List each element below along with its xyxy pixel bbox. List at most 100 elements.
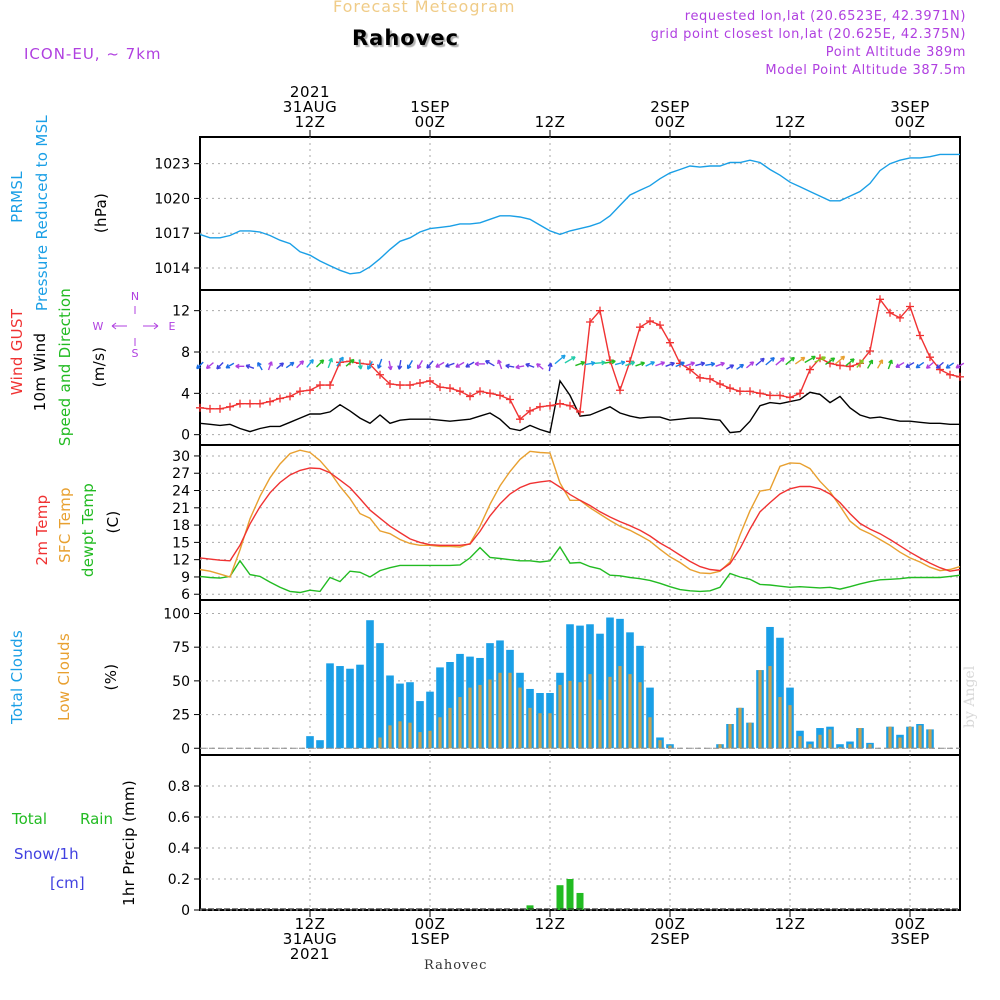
gust-marker [926, 353, 934, 362]
compass-s: S [132, 347, 139, 360]
y-tick-label: 15 [172, 535, 190, 551]
y-tick-label: 4 [181, 386, 190, 402]
wind-direction-arrow [794, 356, 806, 365]
wind-direction-arrow [455, 361, 465, 368]
bottom-time-label: 1SEP [410, 930, 450, 948]
model-label: ICON-EU, ~ 7km [24, 45, 162, 63]
gust-marker [526, 406, 534, 415]
rain-label: Rain [80, 810, 113, 828]
bottom-time-label: 00Z [415, 915, 446, 933]
wind-direction-arrow [726, 364, 735, 370]
chart-kind-title: Forecast Meteogram [333, 0, 516, 16]
total-cloud-bar [326, 663, 334, 749]
low-cloud-bar [598, 699, 602, 749]
wind-direction-arrow [306, 359, 314, 368]
y-tick-label: 100 [163, 606, 190, 622]
top-time-label: 00Z [415, 113, 446, 131]
low-cloud-bar [798, 736, 802, 749]
y-tick-label: 0 [181, 741, 190, 757]
gust-marker [276, 394, 284, 403]
wind-direction-arrow [715, 361, 725, 367]
wind-direction-arrow [285, 361, 295, 369]
low-cloud-bar [488, 679, 492, 749]
wind-direction-arrow [575, 360, 586, 367]
gust-marker [416, 379, 424, 387]
wind-direction-arrow [745, 361, 755, 369]
wind-direction-arrow [367, 361, 373, 370]
total-cloud-bar [426, 691, 434, 749]
low-cloud-bar [908, 726, 912, 749]
y-tick-label: 1017 [154, 226, 190, 242]
total-cloud-bar [316, 740, 324, 749]
wind-direction-arrow [935, 361, 944, 369]
low-cloud-bar [388, 725, 392, 749]
gust-marker [496, 391, 504, 400]
low-cloud-bar [628, 674, 632, 749]
top-time-label: 12Z [295, 113, 326, 131]
wind-direction-arrow [485, 360, 495, 367]
gust-marker [196, 403, 204, 412]
wind-direction-arrow [554, 354, 566, 365]
low-cloud-bar [618, 666, 622, 749]
low-cloud-bar [398, 721, 402, 749]
wind-direction-arrow [435, 361, 445, 368]
wind-direction-arrow [296, 360, 305, 369]
total-cloud-bar [356, 664, 364, 749]
y-tick-label: 0.8 [168, 779, 190, 795]
top-time-label: 31AUG [283, 98, 337, 116]
gust-marker [616, 386, 624, 395]
wind-direction-arrow [625, 360, 636, 367]
gust-marker [666, 338, 674, 347]
gust-marker [386, 380, 394, 389]
low-cloud-bar [788, 705, 792, 749]
y-tick-label: 1020 [154, 191, 190, 207]
gust-marker [396, 381, 404, 390]
low-cloud-bar [668, 745, 672, 749]
temp-unit: (C) [104, 510, 122, 533]
total-cloud-bar [596, 633, 604, 749]
wind-direction-arrow [536, 363, 544, 370]
total-cloud-bar [436, 667, 444, 749]
low-cloud-bar [428, 730, 432, 749]
low-cloud-bar [578, 682, 582, 749]
gust-marker [716, 380, 724, 389]
y-tick-label: 8 [181, 345, 190, 361]
wind-direction-arrow [675, 361, 685, 368]
location-title: Rahovec [352, 26, 460, 50]
low-cloud-bar [548, 713, 552, 749]
wind-direction-arrow [267, 361, 273, 371]
pressure-label: Pressure Reduced to MSL [33, 115, 51, 311]
wind-direction-arrow [515, 364, 525, 370]
total-cloud-bar [396, 683, 404, 749]
gust-marker [296, 387, 304, 396]
wind-direction-arrow [426, 360, 434, 369]
low-cloud-bar [898, 737, 902, 749]
low-cloud-bar [498, 672, 502, 749]
gust-marker [556, 399, 564, 408]
grid-point-coords: grid point closest lon,lat (20.625E, 42.… [650, 27, 966, 42]
bottom-time-label: 00Z [895, 915, 926, 933]
gust-marker [946, 370, 954, 379]
wind-direction-arrow [397, 359, 403, 370]
gust-marker [256, 399, 264, 408]
low-cloud-bar [888, 726, 892, 749]
wind-direction-arrow [205, 362, 214, 370]
low-cloud-bar [748, 722, 752, 749]
wind-unit: (m/s) [90, 347, 108, 388]
wind-direction-arrow [445, 362, 455, 368]
bottom-time-label: 2021 [290, 945, 330, 963]
wind-direction-arrow [876, 359, 884, 369]
dewpoint-line [199, 545, 961, 594]
low-cloud-bar [568, 680, 572, 749]
y-tick-label: 27 [172, 466, 190, 482]
gust-marker [436, 383, 444, 392]
top-time-label: 00Z [655, 113, 686, 131]
low-cloud-bar [418, 732, 422, 749]
low-cloud-bar [538, 713, 542, 749]
y-tick-label: 21 [172, 501, 190, 517]
wind-direction-arrow [357, 359, 363, 370]
wind-direction-arrow [765, 357, 775, 366]
low-cloud-bar [808, 744, 812, 749]
gust-marker [576, 407, 584, 416]
top-time-label: 12Z [535, 113, 566, 131]
